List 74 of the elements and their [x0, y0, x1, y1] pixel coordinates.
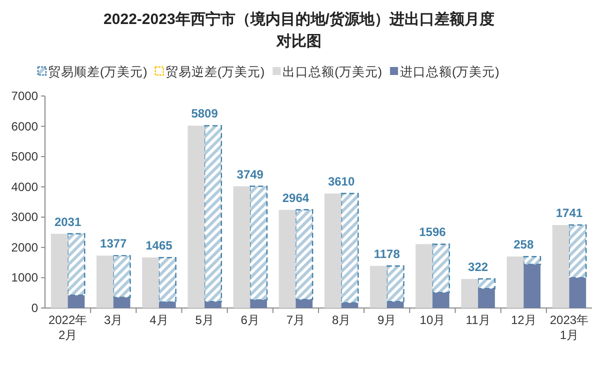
x-tick-label: 10月 — [420, 313, 446, 327]
legend-label: 进口总额(万美元) — [400, 64, 500, 79]
bar — [295, 209, 314, 300]
bar — [370, 266, 387, 308]
x-tick-label: 11月 — [466, 313, 490, 327]
bar — [233, 186, 250, 308]
x-tick-label: 5月 — [195, 313, 214, 327]
bar — [478, 288, 495, 308]
y-tick-label: 4000 — [11, 180, 38, 194]
data-label: 1596 — [419, 225, 446, 240]
data-label: 1178 — [374, 246, 400, 261]
bar — [552, 225, 570, 308]
data-label: 3610 — [328, 174, 355, 189]
data-label: 1465 — [146, 238, 173, 253]
bar — [568, 224, 587, 278]
bar — [477, 278, 496, 290]
bar — [296, 300, 313, 308]
bar — [204, 125, 222, 302]
x-tick-label: 4月 — [150, 313, 168, 327]
bar — [158, 256, 176, 303]
bar — [204, 302, 222, 308]
bar — [158, 302, 176, 308]
data-label: 2964 — [282, 190, 310, 205]
data-label: 1377 — [100, 236, 128, 251]
data-label: 1741 — [556, 206, 583, 220]
x-tick-label: 6月 — [240, 313, 260, 327]
bar — [68, 295, 85, 308]
bar — [142, 257, 159, 308]
x-tick-label: 2022年 2月 — [48, 313, 88, 342]
y-tick-label: 1000 — [11, 270, 38, 285]
y-tick-label: 7000 — [11, 89, 38, 103]
bar — [569, 278, 586, 308]
bar — [250, 186, 268, 300]
legend-label: 贸易逆差(万美元) — [165, 64, 265, 79]
bar — [341, 302, 358, 308]
bar — [188, 126, 205, 308]
bar — [523, 256, 542, 265]
bar — [67, 233, 86, 296]
x-tick-label: 12月 — [510, 313, 536, 327]
data-label: 5809 — [191, 106, 218, 121]
bar — [506, 256, 524, 308]
bar — [386, 265, 404, 302]
y-tick-label: 0 — [31, 301, 38, 315]
y-tick-label: 3000 — [11, 210, 38, 224]
bar — [340, 192, 359, 304]
x-tick-label: 3月 — [104, 313, 123, 327]
x-tick-label: 9月 — [378, 313, 396, 327]
x-tick-label: 2023年 1月 — [550, 313, 589, 342]
y-tick-label: 2000 — [11, 240, 38, 254]
bar — [432, 244, 450, 294]
data-label: 2031 — [54, 214, 82, 229]
x-tick-label: 7月 — [286, 313, 306, 327]
bar — [113, 297, 130, 308]
data-label: 258 — [514, 238, 534, 252]
y-tick-label: 6000 — [11, 119, 38, 134]
bar — [524, 264, 540, 308]
bar — [416, 244, 432, 308]
bar — [461, 278, 478, 308]
legend-label: 出口总额(万美元) — [282, 64, 382, 79]
data-label: 3749 — [236, 167, 264, 182]
y-tick-label: 5000 — [11, 150, 38, 164]
bar — [324, 194, 342, 308]
bar — [96, 256, 114, 308]
data-label: 322 — [468, 260, 488, 274]
bar — [250, 300, 267, 308]
legend-label: 贸易顺差(万美元) — [48, 64, 148, 79]
贸易顺差(万美元): 2031 1377 1465 5809 3749 2964 3610 1178 1596 322 258 1741 — [54, 106, 587, 304]
bar — [278, 210, 296, 308]
bar — [386, 302, 404, 308]
bar — [112, 255, 131, 298]
chart-title: 2022-2023年西宁市（境内目的地/货源地）进出口差额月度对比图 — [104, 10, 494, 50]
bar — [432, 292, 450, 308]
x-tick-label: 8月 — [332, 313, 351, 327]
bar — [50, 234, 68, 308]
